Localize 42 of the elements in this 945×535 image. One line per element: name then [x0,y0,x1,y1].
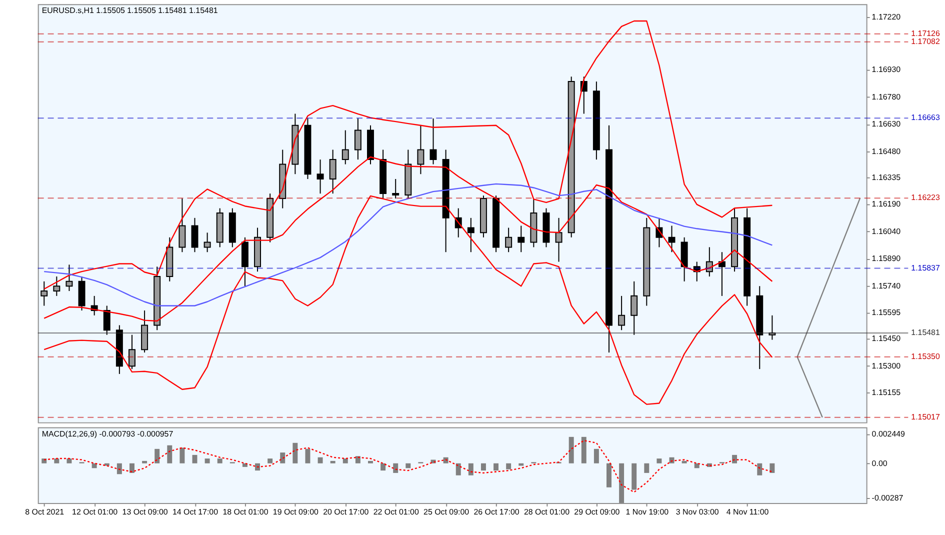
x-tick-label: 1 Nov 19:00 [626,507,670,516]
x-tick-label: 29 Oct 09:00 [574,507,620,516]
ref-line-label: 1.15350 [911,352,940,361]
x-tick-label: 8 Oct 2021 [25,507,65,516]
y-tick-label: 1.16930 [872,65,902,74]
y-tick-label: 1.15595 [872,308,902,317]
x-tick-label: 20 Oct 17:00 [323,507,370,516]
y-tick-label: 1.16335 [872,173,902,182]
x-tick-label: 13 Oct 09:00 [122,507,168,516]
x-tick-label: 22 Oct 01:00 [373,507,420,516]
x-tick-label: 18 Oct 01:00 [222,507,269,516]
y-tick-label: 1.16040 [872,226,902,236]
y-tick-label: 1.15300 [872,361,902,370]
ref-line-label: 1.15017 [911,412,940,422]
y-tick-label: 1.15890 [872,254,902,264]
y-tick-label: 0.002449 [872,429,906,438]
ref-line-label: 1.17082 [911,36,940,46]
chart-title: MACD(12,26,9) -0.000793 -0.000957 [42,429,174,438]
x-tick-label: 14 Oct 17:00 [172,507,219,516]
y-tick-label: 1.15740 [872,281,902,290]
y-tick-label: 1.17220 [872,12,902,22]
ref-line-label: 1.16663 [911,113,940,122]
x-tick-label: 26 Oct 17:00 [474,507,520,516]
y-tick-label: 1.16190 [872,200,902,209]
chart-title: EURUSD.s,H1 1.15505 1.15505 1.15481 1.15481 [42,6,218,16]
x-tick-label: 28 Oct 01:00 [524,507,570,516]
x-tick-label: 19 Oct 09:00 [272,507,320,516]
x-tick-label: 3 Nov 03:00 [676,507,720,516]
ref-line-label: 1.15837 [911,263,940,272]
ref-line-label: 1.16223 [911,193,940,202]
y-tick-label: 1.16480 [872,146,902,156]
x-tick-label: 25 Oct 09:00 [424,507,470,516]
x-tick-label: 4 Nov 11:00 [726,507,770,516]
ref-line-label: 1.15481 [911,328,940,338]
y-tick-label: 1.15450 [872,334,902,344]
x-tick-label: 12 Oct 01:00 [72,507,118,516]
y-tick-label: -0.00287 [872,493,904,502]
ref-line-label: 1.17126 [911,28,940,38]
y-tick-label: 1.16780 [872,92,902,102]
y-tick-label: 0.00 [872,458,888,468]
y-tick-label: 1.15155 [872,388,902,397]
y-tick-label: 1.16630 [872,120,902,129]
